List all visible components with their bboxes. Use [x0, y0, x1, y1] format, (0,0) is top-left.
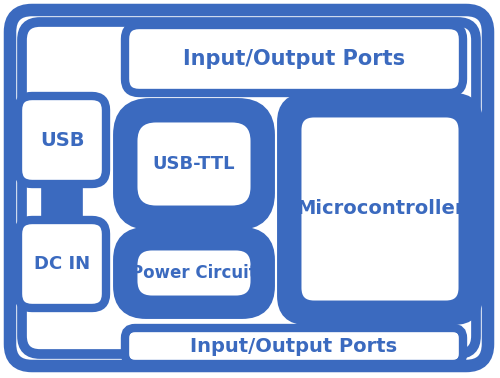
- Text: USB: USB: [40, 130, 84, 150]
- FancyBboxPatch shape: [18, 96, 106, 184]
- FancyBboxPatch shape: [18, 220, 106, 308]
- Text: Input/Output Ports: Input/Output Ports: [183, 49, 405, 69]
- FancyBboxPatch shape: [134, 247, 254, 299]
- Text: DC IN: DC IN: [34, 255, 90, 273]
- FancyBboxPatch shape: [120, 105, 268, 223]
- FancyBboxPatch shape: [120, 234, 268, 312]
- Text: Power Circuit: Power Circuit: [131, 264, 257, 282]
- FancyBboxPatch shape: [10, 10, 488, 366]
- Text: Input/Output Ports: Input/Output Ports: [190, 336, 398, 355]
- Text: Microcontroller: Microcontroller: [296, 200, 464, 218]
- FancyBboxPatch shape: [125, 328, 463, 364]
- FancyBboxPatch shape: [284, 100, 476, 318]
- Text: USB-TTL: USB-TTL: [153, 155, 236, 173]
- FancyBboxPatch shape: [125, 25, 463, 93]
- FancyBboxPatch shape: [298, 114, 462, 304]
- FancyBboxPatch shape: [22, 22, 476, 354]
- FancyBboxPatch shape: [134, 119, 254, 209]
